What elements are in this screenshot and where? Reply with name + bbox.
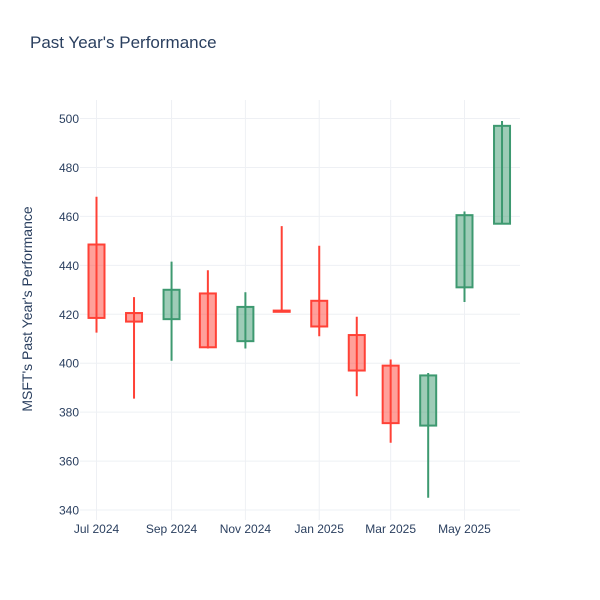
candle-body (347, 334, 366, 372)
grid-layer (80, 100, 520, 520)
candle-body (198, 292, 217, 349)
candle-body (236, 305, 255, 343)
tick-layer: 340 360 380 400 420 440 460 480 500 Jul 2024 Sep 2… (59, 112, 491, 536)
candle (347, 316, 366, 397)
candle (310, 245, 329, 337)
candle-body (310, 299, 329, 328)
y-tick-label: 400 (59, 357, 79, 371)
candle (272, 226, 291, 313)
candle-layer (87, 120, 512, 498)
y-tick-label: 460 (59, 210, 79, 224)
candle (87, 196, 106, 333)
y-tick-label: 360 (59, 455, 79, 469)
y-tick-label: 380 (59, 406, 79, 420)
x-tick-label: Mar 2025 (365, 522, 416, 536)
candle-body (87, 243, 106, 319)
candle (236, 292, 255, 349)
y-tick-label: 440 (59, 259, 79, 273)
y-axis-title: MSFT's Past Year's Performance (19, 206, 35, 412)
x-tick-label: Sep 2024 (146, 522, 198, 536)
candle (381, 359, 400, 443)
x-tick-label: Jul 2024 (74, 522, 120, 536)
candle-body (162, 288, 181, 321)
candle (125, 297, 144, 399)
y-tick-label: 480 (59, 161, 79, 175)
candle-body (455, 214, 474, 289)
y-tick-label: 340 (59, 504, 79, 518)
candle-body (125, 312, 144, 323)
y-tick-label: 500 (59, 112, 79, 126)
x-tick-label: May 2025 (438, 522, 491, 536)
candle-body (272, 309, 291, 313)
candle (455, 211, 474, 303)
candle (198, 270, 217, 349)
x-tick-label: Nov 2024 (220, 522, 272, 536)
x-tick-label: Jan 2025 (295, 522, 345, 536)
candle-body (493, 124, 512, 225)
candle (493, 120, 512, 225)
candle-body (419, 374, 438, 427)
chart-title: Past Year's Performance (30, 33, 217, 52)
y-tick-label: 420 (59, 308, 79, 322)
candle (162, 261, 181, 361)
candle-body (381, 364, 400, 425)
candle (419, 372, 438, 498)
